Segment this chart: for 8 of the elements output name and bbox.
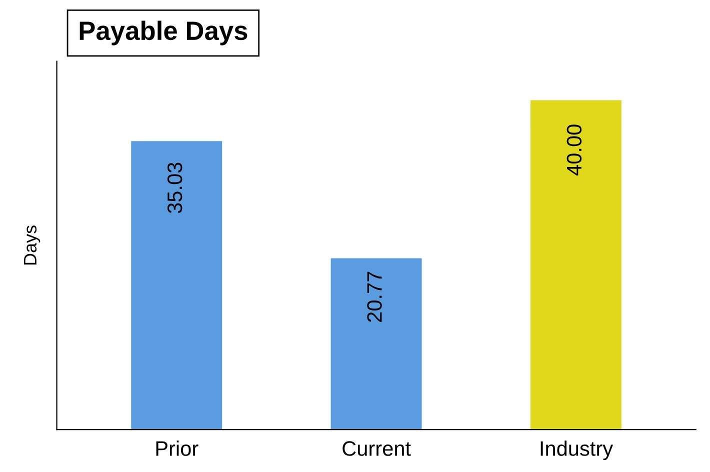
x-tick-label: Industry [540, 440, 614, 460]
data-label: 40.00 [566, 124, 582, 176]
chart-title: Payable Days [80, 20, 248, 46]
data-label: 20.77 [367, 272, 382, 322]
x-tick-label: Current [342, 441, 411, 456]
data-label: 35.03 [167, 162, 182, 214]
x-tick-label: Prior [156, 440, 198, 456]
y-axis-title: Days [24, 226, 40, 265]
